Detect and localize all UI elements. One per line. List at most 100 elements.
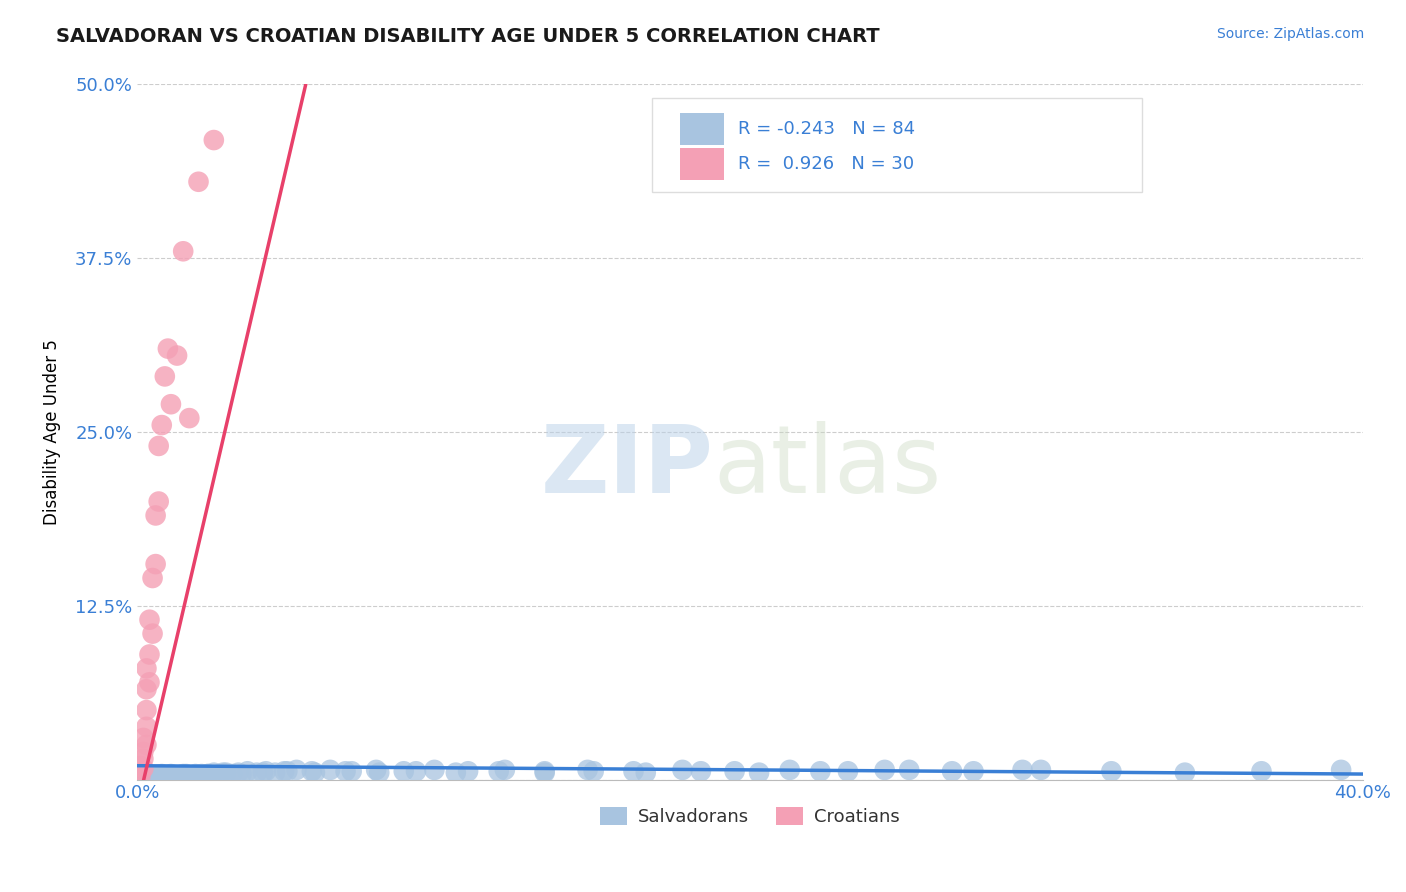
Point: [634, 765, 657, 780]
Point: [533, 765, 555, 780]
Point: [236, 764, 259, 779]
Text: Source: ZipAtlas.com: Source: ZipAtlas.com: [1216, 27, 1364, 41]
Point: [582, 764, 605, 779]
Point: [1174, 765, 1197, 780]
Point: [148, 439, 170, 453]
Point: [129, 768, 152, 782]
Point: [208, 767, 231, 781]
Point: [748, 765, 770, 780]
Point: [273, 764, 295, 779]
Point: [142, 626, 165, 640]
Point: [187, 768, 209, 782]
Y-axis label: Disability Age Under 5: Disability Age Under 5: [44, 339, 60, 525]
Point: [153, 770, 176, 784]
Point: [166, 349, 188, 363]
FancyBboxPatch shape: [681, 148, 724, 179]
Point: [1011, 763, 1033, 777]
Point: [366, 763, 388, 777]
Point: [172, 244, 194, 259]
Point: [202, 765, 225, 780]
Point: [138, 613, 160, 627]
Point: [533, 764, 555, 779]
Text: atlas: atlas: [713, 421, 942, 513]
Point: [873, 763, 896, 777]
Point: [212, 765, 235, 780]
Point: [319, 763, 342, 777]
Point: [576, 763, 599, 777]
Point: [671, 763, 693, 777]
Point: [132, 752, 155, 766]
Point: [145, 508, 167, 523]
Point: [285, 763, 308, 777]
Point: [231, 767, 253, 781]
Point: [444, 765, 467, 780]
Point: [252, 765, 274, 780]
Point: [301, 764, 323, 779]
Point: [160, 767, 183, 781]
Point: [135, 682, 157, 697]
Point: [184, 768, 207, 782]
Point: [723, 764, 745, 779]
Point: [135, 720, 157, 734]
Point: [138, 648, 160, 662]
Point: [153, 369, 176, 384]
Point: [132, 745, 155, 759]
Point: [142, 768, 165, 782]
Point: [135, 661, 157, 675]
Point: [228, 765, 250, 780]
Text: R =  0.926   N = 30: R = 0.926 N = 30: [738, 154, 914, 173]
Point: [145, 770, 167, 784]
Point: [808, 764, 831, 779]
Point: [150, 767, 173, 781]
Point: [690, 764, 713, 779]
Point: [148, 770, 170, 784]
Point: [405, 764, 427, 779]
Point: [166, 770, 188, 784]
Point: [145, 557, 167, 571]
Point: [221, 767, 243, 781]
Point: [194, 768, 217, 782]
Point: [156, 768, 179, 782]
Point: [187, 175, 209, 189]
Point: [153, 768, 176, 782]
Point: [941, 764, 963, 779]
Point: [129, 770, 152, 784]
Point: [335, 764, 357, 779]
Point: [179, 770, 201, 784]
Point: [1099, 764, 1122, 779]
Point: [135, 768, 157, 782]
Point: [174, 767, 197, 781]
Point: [148, 768, 170, 782]
Point: [129, 758, 152, 772]
Point: [160, 770, 183, 784]
Point: [156, 342, 179, 356]
Point: [148, 494, 170, 508]
Point: [138, 675, 160, 690]
Point: [135, 738, 157, 752]
Point: [132, 762, 155, 776]
Point: [488, 764, 510, 779]
Point: [169, 768, 191, 782]
Point: [179, 411, 201, 425]
Point: [184, 767, 207, 781]
Point: [368, 765, 391, 780]
Point: [215, 765, 238, 780]
Point: [129, 765, 152, 780]
Point: [837, 764, 859, 779]
Point: [1029, 763, 1052, 777]
Point: [138, 770, 160, 784]
Point: [264, 765, 287, 780]
Point: [1250, 764, 1272, 779]
Point: [163, 768, 186, 782]
Point: [423, 763, 446, 777]
Point: [457, 764, 479, 779]
Point: [623, 764, 645, 779]
Point: [197, 767, 219, 781]
Point: [494, 763, 516, 777]
Point: [166, 768, 188, 782]
Point: [132, 770, 155, 784]
Point: [898, 763, 921, 777]
Point: [190, 767, 212, 781]
Text: ZIP: ZIP: [540, 421, 713, 513]
Point: [181, 768, 204, 782]
